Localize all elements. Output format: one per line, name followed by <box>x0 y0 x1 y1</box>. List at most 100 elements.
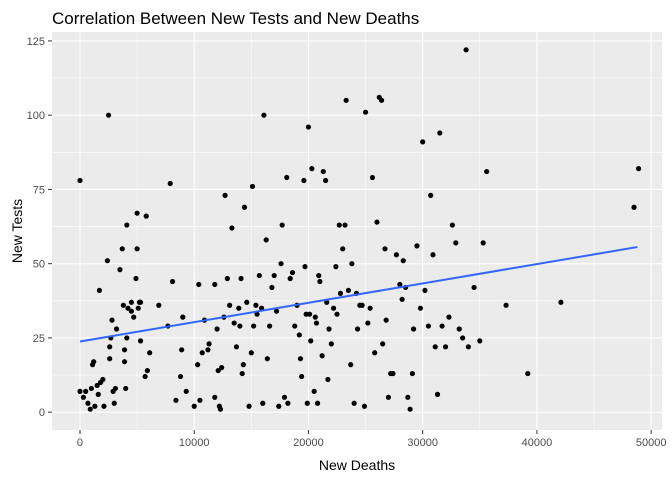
data-point <box>337 290 344 296</box>
data-point <box>365 320 371 326</box>
data-point <box>134 246 140 252</box>
data-point <box>264 356 270 362</box>
data-point <box>121 347 128 353</box>
data-point <box>287 275 293 282</box>
data-point <box>104 258 111 264</box>
data-point <box>100 376 106 383</box>
data-point <box>240 362 246 368</box>
major-gridlines <box>52 32 662 430</box>
data-point <box>206 341 212 347</box>
data-point <box>124 222 130 228</box>
data-point <box>297 356 304 362</box>
data-point <box>390 370 396 377</box>
data-point <box>113 326 120 332</box>
data-point <box>233 344 240 350</box>
data-point <box>227 302 233 308</box>
data-point <box>222 192 228 198</box>
data-point <box>422 287 428 294</box>
data-point <box>238 275 244 282</box>
data-point <box>432 344 438 350</box>
data-point <box>77 177 83 184</box>
data-point <box>191 403 197 409</box>
data-point <box>147 350 153 356</box>
data-point <box>407 406 413 412</box>
data-point <box>372 350 378 356</box>
x-tick-label: 50000 <box>636 437 667 449</box>
data-point <box>121 359 128 365</box>
data-point <box>197 397 203 403</box>
data-point <box>244 299 250 305</box>
y-tick-label: 0 <box>39 407 45 419</box>
data-point <box>95 391 101 397</box>
data-point <box>269 284 275 291</box>
data-point <box>249 183 256 190</box>
data-point <box>212 281 218 288</box>
data-point <box>260 400 266 406</box>
data-point <box>362 109 369 115</box>
data-point <box>217 406 224 412</box>
data-point <box>405 394 411 400</box>
data-point <box>205 347 211 353</box>
data-point <box>525 370 531 377</box>
data-point <box>261 112 267 118</box>
data-point <box>279 222 285 228</box>
data-point <box>111 400 117 406</box>
data-point <box>229 225 235 231</box>
data-point <box>330 305 337 311</box>
data-point <box>325 376 331 383</box>
x-axis-ticks: 0 10000 20000 30000 40000 50000 <box>77 430 667 449</box>
data-point <box>340 246 346 252</box>
data-point <box>374 219 380 225</box>
data-point <box>142 373 148 380</box>
data-point <box>336 222 342 228</box>
data-point <box>91 359 97 365</box>
data-point <box>304 400 310 406</box>
data-point <box>236 305 242 311</box>
data-point <box>248 350 254 356</box>
data-point <box>246 403 252 409</box>
data-point <box>281 394 288 400</box>
data-point <box>177 373 184 380</box>
data-point <box>380 341 386 347</box>
data-point <box>301 177 307 184</box>
data-point <box>317 278 323 285</box>
data-point <box>314 400 321 406</box>
data-point <box>284 174 290 181</box>
data-point <box>285 400 291 406</box>
x-tick-label: 20000 <box>293 437 324 449</box>
data-point <box>137 338 144 344</box>
data-point <box>631 204 637 210</box>
data-point <box>361 403 368 409</box>
data-point <box>143 213 149 219</box>
data-point <box>120 302 126 308</box>
data-point <box>378 97 385 103</box>
data-point <box>156 302 162 308</box>
x-tick-label: 40000 <box>522 437 553 449</box>
data-point <box>135 305 141 311</box>
data-point <box>105 112 112 118</box>
data-point <box>463 47 469 53</box>
data-point <box>144 367 150 374</box>
data-point <box>92 403 98 409</box>
data-point <box>322 177 329 184</box>
data-point <box>298 373 305 380</box>
x-tick-label: 0 <box>77 437 83 449</box>
data-point <box>112 385 118 392</box>
data-point <box>312 314 318 320</box>
data-point <box>417 305 423 311</box>
data-point <box>267 323 273 329</box>
y-tick-label: 100 <box>27 110 45 122</box>
data-point <box>439 323 445 329</box>
data-point <box>343 97 349 103</box>
data-point <box>239 370 245 377</box>
data-point <box>333 264 339 270</box>
data-point <box>180 314 186 320</box>
data-point <box>94 382 100 389</box>
data-point <box>276 403 282 409</box>
data-point <box>428 192 434 198</box>
data-point <box>414 243 420 249</box>
data-point <box>367 305 373 311</box>
plot-panel <box>52 32 662 430</box>
data-point <box>128 299 134 305</box>
